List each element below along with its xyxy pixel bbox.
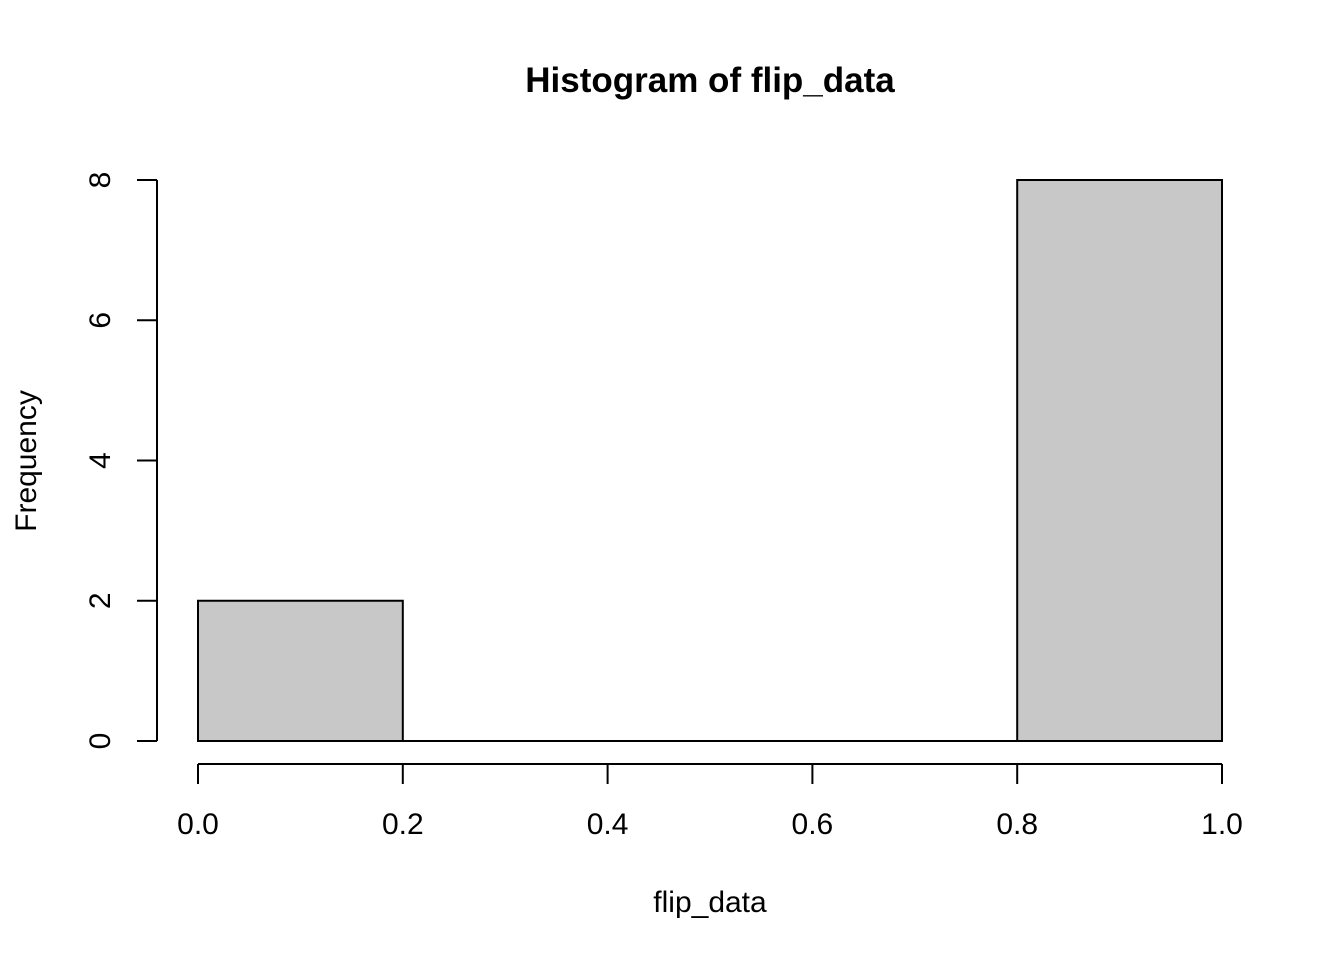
bars-layer — [197, 179, 1224, 742]
y-tick-label-4: 8 — [84, 172, 117, 189]
y-tick-label-3: 6 — [84, 312, 117, 329]
y-tick-label-2: 4 — [84, 452, 117, 469]
y-axis-label: Frequency — [10, 390, 43, 532]
histogram-bar-4 — [1016, 179, 1224, 742]
x-tick-label-3: 0.6 — [792, 808, 834, 841]
x-tick-label-0: 0.0 — [177, 808, 219, 841]
y-tick-label-1: 2 — [84, 592, 117, 609]
x-tick-label-2: 0.4 — [587, 808, 629, 841]
y-axis: 0 2 4 6 8 — [84, 172, 158, 750]
x-tick-label-1: 0.2 — [382, 808, 424, 841]
y-tick-label-0: 0 — [84, 733, 117, 750]
x-tick-label-4: 0.8 — [996, 808, 1038, 841]
histogram-bar-0 — [197, 599, 404, 742]
x-axis-label: flip_data — [653, 886, 767, 919]
chart-title: Histogram of flip_data — [525, 61, 895, 100]
x-tick-label-5: 1.0 — [1201, 808, 1243, 841]
x-axis: 0.0 0.2 0.4 0.6 0.8 1.0 — [177, 763, 1243, 841]
